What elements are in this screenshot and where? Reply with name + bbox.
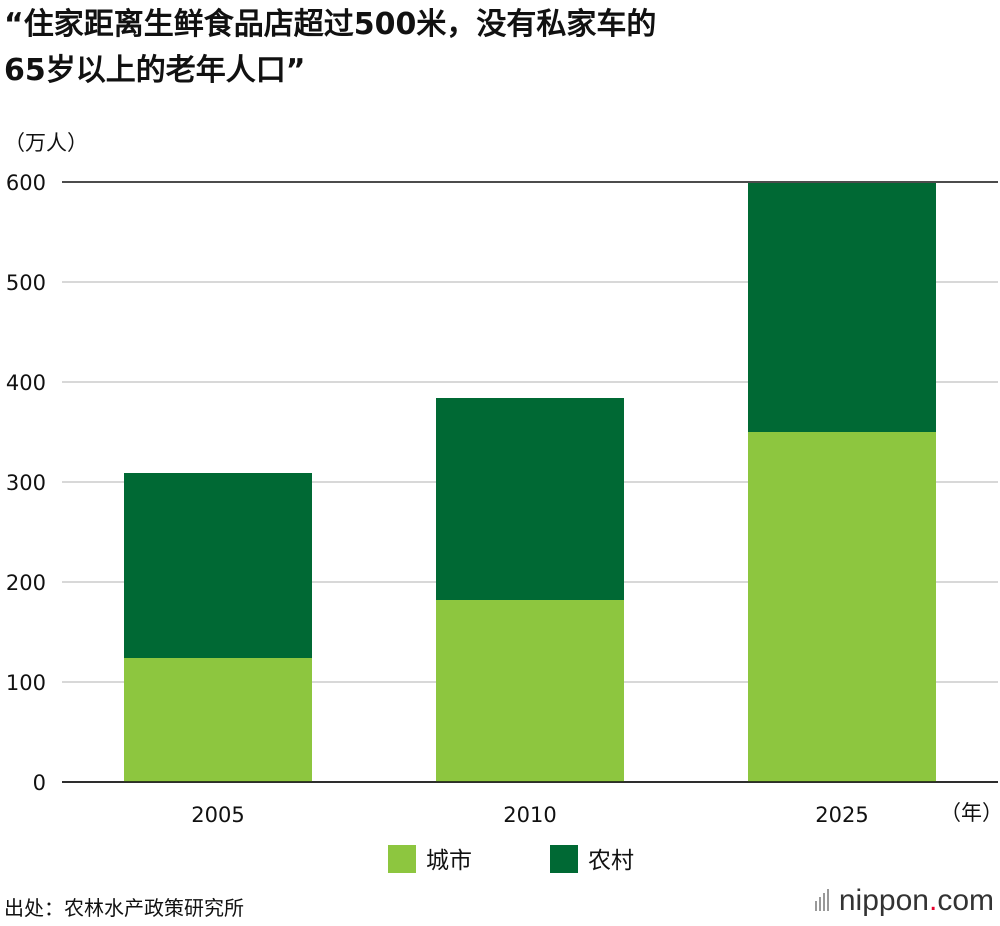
- x-tick-label-2025: 2025: [815, 803, 868, 827]
- y-tick-label-500: 500: [6, 271, 46, 295]
- y-tick-label-600: 600: [6, 171, 46, 195]
- x-tick-label-2005: 2005: [191, 803, 244, 827]
- y-tick-label-300: 300: [6, 471, 46, 495]
- legend-label-urban: 城市: [426, 848, 472, 874]
- bar-2010-urban: [436, 600, 624, 782]
- chart-title-line2: 65岁以上的老年人口”: [4, 53, 306, 88]
- chart-title: “住家距离生鲜食品店超过500米，没有私家车的 65岁以上的老年人口”: [4, 2, 984, 94]
- logo-suffix: com: [937, 884, 994, 917]
- bar-2005-rural: [124, 473, 312, 658]
- y-tick-label-400: 400: [6, 371, 46, 395]
- legend-swatch-rural: [550, 845, 578, 873]
- nippon-logo: nippon.com: [814, 884, 994, 919]
- legend-label-rural: 农村: [588, 848, 634, 874]
- y-tick-label-200: 200: [6, 571, 46, 595]
- bar-2010-rural: [436, 398, 624, 600]
- legend-swatch-urban: [388, 845, 416, 873]
- y-tick-label-100: 100: [6, 671, 46, 695]
- bar-2025-urban: [748, 432, 936, 782]
- y-axis-label: （万人）: [4, 131, 88, 155]
- y-tick-label-0: 0: [33, 771, 46, 795]
- bar-2005-urban: [124, 658, 312, 782]
- logo-bars-icon: [814, 885, 831, 919]
- x-tick-label-2010: 2010: [503, 803, 556, 827]
- source-note: 出处：农林水产政策研究所: [4, 896, 244, 920]
- bar-2025-rural: [748, 183, 936, 432]
- logo-text: nippon: [838, 884, 929, 917]
- x-axis-label: （年）: [940, 801, 1000, 825]
- logo-dot: .: [928, 884, 938, 917]
- chart-title-line1: “住家距离生鲜食品店超过500米，没有私家车的: [4, 7, 657, 42]
